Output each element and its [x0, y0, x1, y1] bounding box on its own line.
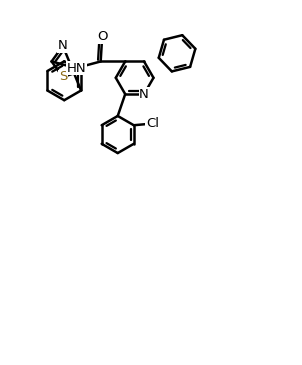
Text: Cl: Cl	[146, 117, 159, 130]
Text: N: N	[58, 39, 68, 53]
Text: N: N	[139, 88, 149, 101]
Text: O: O	[97, 30, 108, 43]
Text: HN: HN	[66, 62, 86, 74]
Text: S: S	[59, 70, 67, 84]
